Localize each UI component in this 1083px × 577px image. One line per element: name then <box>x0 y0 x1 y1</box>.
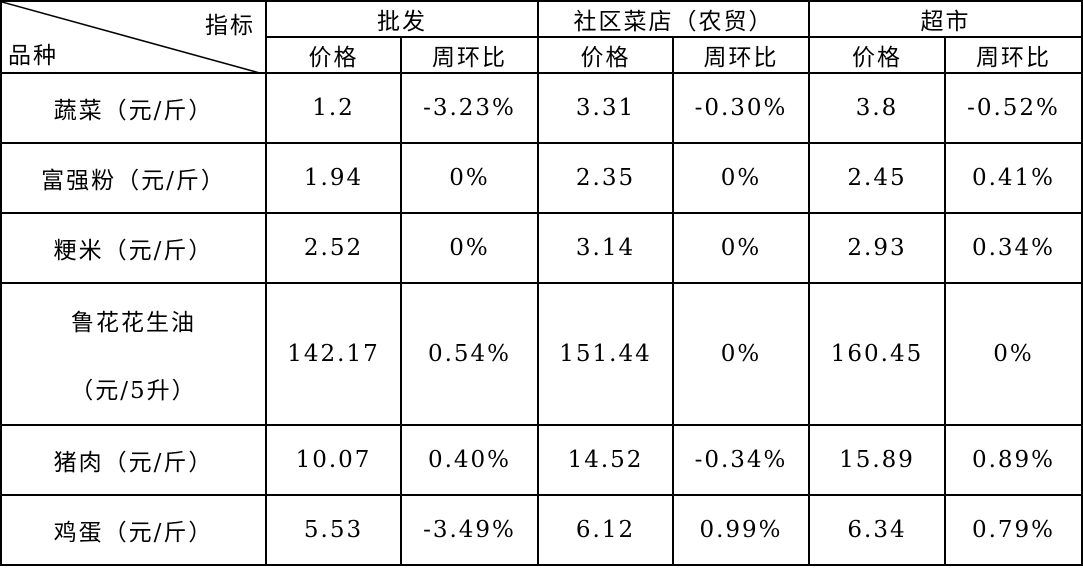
item-cell: 粳米（元/斤） <box>0 212 267 284</box>
price-cell: 3.8 <box>808 72 946 144</box>
price-cell: 2.52 <box>265 212 402 284</box>
diagonal <box>3 3 256 71</box>
subheader: 周环比 <box>672 36 810 74</box>
change-cell: 0.34% <box>944 212 1083 284</box>
group-header: 社区菜店（农贸） <box>537 0 810 38</box>
price-cell: 6.12 <box>537 494 674 566</box>
price-cell: 2.35 <box>537 142 674 214</box>
change-cell: 0% <box>944 282 1083 426</box>
subheader: 价格 <box>808 36 946 74</box>
change-cell: -3.49% <box>400 494 539 566</box>
item-unit: （元/斤） <box>103 450 214 476</box>
item-name: 蔬菜 <box>53 98 104 124</box>
change-cell: 0% <box>672 282 810 426</box>
change-cell: -0.34% <box>672 424 810 496</box>
data-row: 蔬菜（元/斤） 1.2 -3.23% 3.31 -0.30% 3.8 -0.52% <box>0 72 1083 144</box>
corner-cell: 指标 品种 <box>0 0 267 74</box>
subheader: 价格 <box>265 36 402 74</box>
item-cell: 鲁花花生油 （元/5升） <box>0 282 267 426</box>
price-cell: 3.14 <box>537 212 674 284</box>
item-name: 鲁花花生油 <box>71 310 196 336</box>
header-row: 指标 品种 批发 社区菜店（农贸） 超市 <box>0 0 1083 74</box>
price-cell: 5.53 <box>265 494 402 566</box>
subheader-row: 价格 周环比 价格 周环比 价格 周环比 <box>1 36 1083 74</box>
price-cell: 10.07 <box>265 424 402 496</box>
subheader: 周环比 <box>400 36 539 74</box>
data-row: 猪肉（元/斤） 10.07 0.40% 14.52 -0.34% 15.89 0.89% <box>0 424 1083 496</box>
item-name: 鸡蛋 <box>53 520 104 546</box>
price-cell: 2.45 <box>808 142 946 214</box>
item-cell: 富强粉（元/斤） <box>0 142 267 214</box>
corner-bottom: 品种 <box>8 43 58 69</box>
data-row: 鲁花花生油 （元/5升） 142.17 0.54% 151.44 0% 160.45 0% <box>0 282 1083 426</box>
item-cell: 鸡蛋（元/斤） <box>0 494 267 566</box>
change-cell: 0.54% <box>400 282 539 426</box>
item-cell: 猪肉（元/斤） <box>0 424 267 496</box>
change-cell: -0.30% <box>672 72 810 144</box>
change-cell: 0% <box>672 142 810 214</box>
data-row: 富强粉（元/斤） 1.94 0% 2.35 0% 2.45 0.41% <box>0 142 1083 214</box>
change-cell: 0.79% <box>944 494 1083 566</box>
data-row: 鸡蛋（元/斤） 5.53 -3.49% 6.12 0.99% 6.34 0.79% <box>0 494 1083 566</box>
price-cell: 151.44 <box>537 282 674 426</box>
change-cell: 0.41% <box>944 142 1083 214</box>
price-cell: 1.94 <box>265 142 402 214</box>
group-header: 超市 <box>808 0 1083 38</box>
price-cell: 6.34 <box>808 494 946 566</box>
change-cell: -0.52% <box>944 72 1083 144</box>
change-cell: 0% <box>400 142 539 214</box>
item-unit: （元/斤） <box>103 98 214 124</box>
price-cell: 3.31 <box>537 72 674 144</box>
item-unit: （元/5升） <box>70 378 197 404</box>
subheader: 价格 <box>537 36 674 74</box>
price-cell: 142.17 <box>265 282 402 426</box>
change-cell: 0.89% <box>944 424 1083 496</box>
item-name: 粳米 <box>53 238 104 264</box>
item-unit: （元/斤） <box>103 520 214 546</box>
change-cell: 0.99% <box>672 494 810 566</box>
data-row: 粳米（元/斤） 2.52 0% 3.14 0% 2.93 0.34% <box>0 212 1083 284</box>
change-cell: 0% <box>672 212 810 284</box>
change-cell: 0% <box>400 212 539 284</box>
item-name: 猪肉 <box>53 450 104 476</box>
price-cell: 14.52 <box>537 424 674 496</box>
price-cell: 2.93 <box>808 212 946 284</box>
item-name: 富强粉 <box>41 168 117 194</box>
subheader: 周环比 <box>944 36 1083 74</box>
price-cell: 160.45 <box>808 282 946 426</box>
item-unit: （元/斤） <box>103 238 214 264</box>
change-cell: -3.23% <box>400 72 539 144</box>
corner-top: 指标 <box>205 13 255 39</box>
price-cell: 1.2 <box>265 72 402 144</box>
price-cell: 15.89 <box>808 424 946 496</box>
group-header: 批发 <box>265 0 539 38</box>
item-unit: （元/斤） <box>116 168 226 194</box>
change-cell: 0.40% <box>400 424 539 496</box>
item-cell: 蔬菜（元/斤） <box>0 72 267 144</box>
